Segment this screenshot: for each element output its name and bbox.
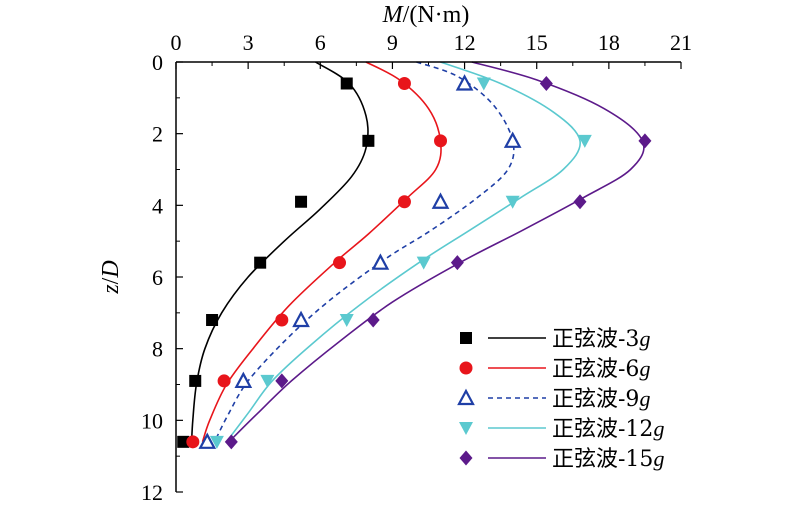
x-tick-label: 15	[526, 30, 548, 55]
y-tick-label: 6	[152, 265, 163, 290]
data-point	[362, 134, 375, 147]
legend-marker	[459, 422, 473, 435]
data-point	[431, 192, 450, 209]
legend-label: 正弦波-12g	[552, 416, 664, 442]
data-point	[416, 256, 431, 270]
data-point	[397, 195, 411, 209]
legend: 正弦波-3g 正弦波-6g 正弦波-9g 正弦波-12g 正弦波-15g	[457, 326, 664, 472]
series-line-5	[228, 61, 645, 443]
data-point	[476, 77, 491, 91]
y-tick-label: 8	[152, 337, 163, 362]
data-point	[186, 435, 200, 449]
legend-label: 正弦波-15g	[552, 446, 664, 472]
legend-item-1: 正弦波-3g	[460, 326, 650, 352]
data-point	[573, 194, 587, 210]
series-line-3	[213, 61, 515, 443]
data-point	[539, 76, 553, 91]
data-point	[397, 77, 411, 90]
legend-item-5: 正弦波-15g	[459, 446, 664, 472]
data-point	[505, 195, 520, 209]
data-point	[275, 313, 289, 327]
data-point	[189, 374, 202, 387]
legend-label: 正弦波-3g	[552, 326, 650, 352]
data-point	[217, 374, 231, 388]
y-axis-title: z/D	[98, 260, 124, 294]
data-point	[371, 253, 390, 270]
data-point	[455, 74, 474, 91]
y-tick-label: 2	[152, 122, 163, 147]
data-point	[292, 310, 310, 328]
y-tick-label: 12	[141, 480, 163, 505]
x-tick-label: 21	[670, 30, 692, 55]
legend-item-2: 正弦波-6g	[459, 356, 650, 382]
data-point	[339, 314, 354, 327]
x-tick-label: 3	[243, 30, 254, 55]
legend-marker	[459, 450, 473, 466]
x-tick-label: 12	[454, 30, 476, 55]
data-point	[254, 256, 267, 269]
data-point	[638, 133, 652, 149]
legend-marker	[460, 332, 472, 344]
series-line-4	[225, 61, 581, 443]
series-curves	[190, 61, 645, 443]
data-point	[206, 314, 219, 326]
data-point	[275, 373, 289, 389]
legend-label: 正弦波-9g	[552, 386, 650, 412]
data-point	[177, 435, 190, 448]
data-point	[366, 312, 380, 328]
data-point	[224, 434, 238, 450]
x-tick-label: 0	[171, 30, 182, 55]
legend-item-4: 正弦波-12g	[459, 416, 664, 442]
data-point	[333, 256, 347, 270]
y-tick-label: 10	[141, 408, 163, 433]
legend-label: 正弦波-6g	[552, 356, 650, 382]
legend-item-3: 正弦波-9g	[457, 386, 650, 412]
data-point	[209, 435, 224, 449]
y-tick-label: 4	[152, 193, 163, 218]
data-point	[295, 195, 308, 208]
data-point	[503, 131, 522, 148]
tick-layer: 0 3 6 9 12 15 18 21 0 2 4 6 8 10 12	[141, 30, 692, 505]
legend-marker	[459, 361, 473, 375]
data-point	[234, 371, 253, 389]
data-point	[198, 432, 217, 449]
data-point	[577, 134, 592, 148]
series-markers	[177, 74, 652, 450]
data-point	[340, 77, 353, 90]
x-tick-label: 9	[387, 30, 398, 55]
data-point	[434, 134, 448, 148]
x-tick-label: 6	[315, 30, 326, 55]
data-point	[450, 255, 464, 271]
x-tick-label: 18	[598, 30, 620, 55]
legend-marker	[457, 388, 475, 406]
x-axis-title: M/(N·m)	[382, 2, 470, 28]
y-tick-label: 0	[152, 50, 163, 75]
data-point	[260, 374, 275, 388]
